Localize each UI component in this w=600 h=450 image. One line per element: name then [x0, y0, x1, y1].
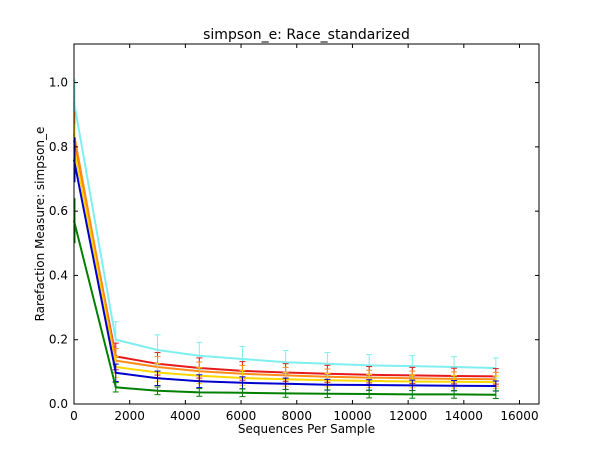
plot-frame — [73, 43, 540, 405]
series-0 — [73, 79, 499, 379]
x-tick-label: 0 — [70, 409, 78, 423]
series-line — [73, 140, 496, 378]
series-3 — [73, 124, 499, 389]
series-line — [73, 220, 496, 396]
x-tick-label: 16000 — [500, 409, 538, 423]
y-tick-label: 0.6 — [49, 204, 68, 218]
x-tick-label: 14000 — [445, 409, 483, 423]
series-line — [73, 101, 496, 369]
axis-ticks: 0 2000 4000 6000 8000 10000 12000 14000 16000 0.0… — [49, 44, 539, 423]
x-tick-label: 4000 — [170, 409, 201, 423]
series-4 — [73, 137, 499, 392]
y-tick-label: 0.0 — [49, 397, 68, 411]
chart-title: simpson_e: Race_standarized — [203, 27, 410, 43]
x-tick-label: 10000 — [333, 409, 371, 423]
y-tick-label: 0.8 — [49, 140, 68, 154]
x-tick-label: 6000 — [226, 409, 257, 423]
series-line — [73, 159, 496, 387]
series-line — [73, 146, 496, 384]
x-tick-label: 2000 — [114, 409, 145, 423]
y-axis-label: Rarefaction Measure: simpson_e — [33, 127, 47, 322]
x-axis-label: Sequences Per Sample — [238, 422, 375, 436]
x-tick-label: 8000 — [281, 409, 312, 423]
plot-area — [73, 79, 499, 400]
series-5 — [73, 198, 499, 400]
y-tick-label: 0.2 — [49, 333, 68, 347]
y-tick-label: 1.0 — [49, 76, 68, 90]
y-tick-label: 0.4 — [49, 268, 68, 282]
x-tick-label: 12000 — [389, 409, 427, 423]
series-line — [73, 133, 496, 381]
